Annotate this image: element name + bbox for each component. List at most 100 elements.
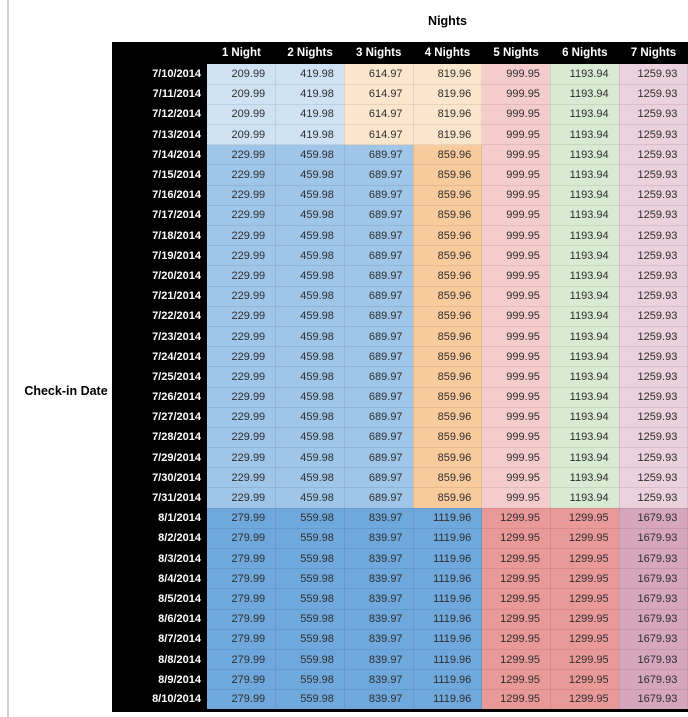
row-header-date[interactable]: 8/2/2014 [112,528,207,549]
price-cell[interactable]: 419.98 [275,64,345,85]
price-cell[interactable]: 1679.93 [619,528,688,550]
price-cell[interactable]: 1259.93 [619,64,688,85]
price-cell[interactable]: 999.95 [481,286,551,307]
price-cell[interactable]: 459.98 [275,164,345,186]
price-cell[interactable]: 1679.93 [619,649,688,671]
price-cell[interactable]: 859.96 [413,467,483,489]
price-cell[interactable]: 1193.94 [550,104,620,126]
price-cell[interactable]: 999.95 [481,205,551,227]
price-cell[interactable]: 229.99 [207,205,277,227]
row-header-date[interactable]: 7/13/2014 [112,124,207,145]
price-cell[interactable]: 459.98 [275,326,345,348]
price-cell[interactable]: 559.98 [275,568,345,590]
price-cell[interactable]: 999.95 [481,104,551,126]
price-cell[interactable]: 999.95 [481,84,551,105]
price-cell[interactable]: 1299.95 [481,508,551,529]
column-header[interactable]: 6 Nights [550,42,620,64]
price-cell[interactable]: 689.97 [344,225,414,247]
row-header-date[interactable]: 7/18/2014 [112,225,207,246]
price-cell[interactable]: 1679.93 [619,629,688,650]
column-header[interactable]: 5 Nights [481,42,551,64]
price-cell[interactable]: 689.97 [344,265,414,287]
price-cell[interactable]: 1299.95 [481,629,551,650]
price-cell[interactable]: 839.97 [344,629,414,650]
price-cell[interactable]: 459.98 [275,366,345,388]
row-header-date[interactable]: 7/28/2014 [112,427,207,448]
price-cell[interactable]: 279.99 [207,669,277,691]
price-cell[interactable]: 1193.94 [550,427,620,449]
price-cell[interactable]: 279.99 [207,568,277,590]
price-cell[interactable]: 1119.96 [413,649,483,671]
price-cell[interactable]: 1679.93 [619,609,688,630]
price-cell[interactable]: 859.96 [413,427,483,449]
price-cell[interactable]: 459.98 [275,407,345,428]
row-header-date[interactable]: 8/5/2014 [112,588,207,610]
price-cell[interactable]: 1299.95 [550,528,620,550]
price-cell[interactable]: 1193.94 [550,185,620,206]
price-cell[interactable]: 1299.95 [550,689,620,711]
price-cell[interactable]: 1193.94 [550,306,620,327]
price-cell[interactable]: 1259.93 [619,326,688,348]
price-cell[interactable]: 1299.95 [481,568,551,590]
price-cell[interactable]: 559.98 [275,649,345,671]
price-cell[interactable]: 1193.94 [550,387,620,408]
price-cell[interactable]: 279.99 [207,548,277,570]
price-cell[interactable]: 819.96 [413,104,483,126]
price-cell[interactable]: 999.95 [481,366,551,388]
price-cell[interactable]: 419.98 [275,124,345,146]
price-cell[interactable]: 1193.94 [550,467,620,489]
price-cell[interactable]: 459.98 [275,144,345,166]
price-cell[interactable]: 229.99 [207,427,277,449]
price-cell[interactable]: 1193.94 [550,64,620,85]
price-cell[interactable]: 1259.93 [619,205,688,227]
price-cell[interactable]: 839.97 [344,649,414,671]
price-cell[interactable]: 1259.93 [619,286,688,307]
price-cell[interactable]: 689.97 [344,447,414,469]
price-cell[interactable]: 1259.93 [619,265,688,287]
price-cell[interactable]: 1119.96 [413,689,483,711]
price-cell[interactable]: 459.98 [275,265,345,287]
price-cell[interactable]: 999.95 [481,427,551,449]
column-header[interactable]: 2 Nights [275,42,345,64]
column-header[interactable]: 4 Nights [413,42,482,64]
price-cell[interactable]: 209.99 [207,104,277,126]
price-cell[interactable]: 689.97 [344,286,414,307]
price-cell[interactable]: 689.97 [344,144,414,166]
row-header-date[interactable]: 7/16/2014 [112,185,207,206]
price-cell[interactable]: 999.95 [481,387,551,408]
price-cell[interactable]: 1299.95 [481,689,551,711]
price-cell[interactable]: 279.99 [207,588,277,610]
row-header-date[interactable]: 7/17/2014 [112,205,207,226]
price-cell[interactable]: 689.97 [344,366,414,388]
price-cell[interactable]: 819.96 [413,84,483,105]
price-cell[interactable]: 279.99 [207,528,277,550]
price-cell[interactable]: 614.97 [344,104,414,126]
price-cell[interactable]: 229.99 [207,185,277,206]
column-header[interactable]: 1 Night [207,42,276,64]
price-cell[interactable]: 459.98 [275,427,345,449]
price-cell[interactable]: 859.96 [413,185,483,206]
price-cell[interactable]: 419.98 [275,84,345,105]
price-cell[interactable]: 1193.94 [550,286,620,307]
price-cell[interactable]: 839.97 [344,609,414,630]
price-cell[interactable]: 1299.95 [481,669,551,691]
price-cell[interactable]: 459.98 [275,225,345,247]
price-cell[interactable]: 1259.93 [619,245,688,267]
row-header-date[interactable]: 7/15/2014 [112,164,207,186]
price-cell[interactable]: 1299.95 [550,669,620,691]
price-cell[interactable]: 859.96 [413,487,483,509]
price-cell[interactable]: 459.98 [275,205,345,227]
price-cell[interactable]: 689.97 [344,306,414,327]
price-cell[interactable]: 1299.95 [550,649,620,671]
price-cell[interactable]: 859.96 [413,447,483,469]
price-cell[interactable]: 999.95 [481,225,551,247]
price-cell[interactable]: 859.96 [413,144,483,166]
price-cell[interactable]: 229.99 [207,366,277,388]
price-cell[interactable]: 999.95 [481,124,551,146]
row-header-date[interactable]: 7/14/2014 [112,144,207,165]
price-cell[interactable]: 1299.95 [481,649,551,671]
price-cell[interactable]: 839.97 [344,508,414,529]
price-cell[interactable]: 1193.94 [550,447,620,469]
row-header-date[interactable]: 7/23/2014 [112,326,207,347]
price-cell[interactable]: 1299.95 [550,568,620,590]
